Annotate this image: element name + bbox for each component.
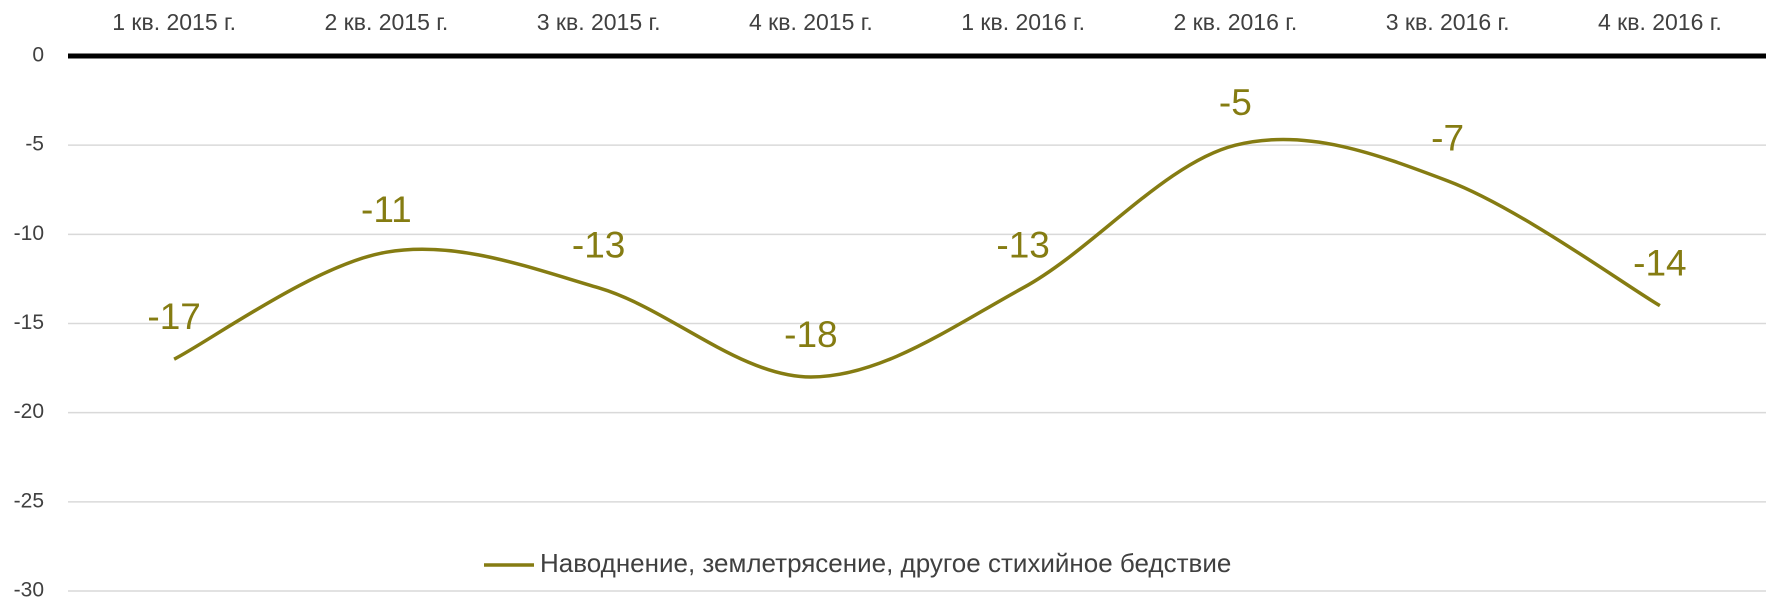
- y-tick-label: -15: [14, 311, 44, 334]
- data-label: -11: [361, 189, 412, 230]
- data-label: -7: [1431, 118, 1464, 159]
- data-label: -5: [1219, 82, 1252, 123]
- y-tick-label: -5: [25, 133, 44, 156]
- data-label: -18: [784, 314, 837, 355]
- y-tick-label: 0: [32, 44, 44, 67]
- y-tick-label: -20: [14, 400, 44, 423]
- legend-label: Наводнение, землетрясение, другое стихий…: [540, 548, 1231, 578]
- data-label: -14: [1633, 242, 1686, 283]
- x-tick-label: 3 кв. 2016 г.: [1386, 9, 1510, 35]
- line: [173, 137, 1661, 379]
- x-tick-label: 4 кв. 2015 г.: [749, 9, 873, 35]
- y-tick-label: -30: [14, 579, 44, 600]
- x-tick-label: 1 кв. 2015 г.: [112, 9, 236, 35]
- y-tick-label: -10: [14, 222, 44, 245]
- x-tick-label: 1 кв. 2016 г.: [961, 9, 1085, 35]
- data-label: -17: [147, 296, 200, 337]
- x-tick-label: 4 кв. 2016 г.: [1598, 9, 1722, 35]
- y-tick-label: -25: [14, 489, 44, 512]
- x-tick-label: 2 кв. 2016 г.: [1173, 9, 1297, 35]
- x-tick-label: 3 кв. 2015 г.: [537, 9, 661, 35]
- x-tick-label: 2 кв. 2015 г.: [324, 9, 448, 35]
- data-label: -13: [572, 225, 625, 266]
- data-label: -13: [996, 225, 1049, 266]
